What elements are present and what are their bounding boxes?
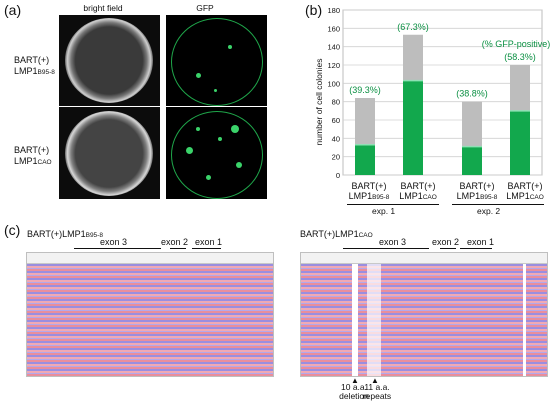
right-exon3-label: exon 3 <box>379 237 407 247</box>
category-line1: BART(+) <box>507 181 543 191</box>
percent-label: (38.8%) <box>456 89 488 99</box>
category-main: LMP1 <box>399 191 423 201</box>
row-label-main: LMP1 <box>14 66 38 76</box>
left-track-title: BART(+)LMP1B95-8 <box>27 229 103 239</box>
group-label-exp2: exp. 2 <box>477 206 501 216</box>
bright-field-heading: bright field <box>83 3 123 13</box>
plot-area <box>342 9 543 176</box>
exp1-bracket <box>347 204 439 205</box>
category-label-1: BART(+) LMP1B95-8 <box>344 181 394 203</box>
y-tick-label: 160 <box>327 24 340 33</box>
brightfield-image-cao <box>59 107 160 199</box>
title-main: BART(+)LMP1 <box>300 229 359 239</box>
title-main: BART(+)LMP1 <box>27 229 86 239</box>
deletion-arrow: ▲ <box>351 376 359 385</box>
percent-label: (67.3%) <box>397 22 429 32</box>
row-label-line1: BART(+) <box>14 55 50 65</box>
bar-gfp-positive <box>462 146 482 175</box>
panel-b-label: (b) <box>305 2 323 18</box>
title-sub: CAO <box>358 232 373 239</box>
left-read-pileup <box>27 264 273 376</box>
right-track-title: BART(+)LMP1CAO <box>300 229 373 239</box>
y-tick-label: 0 <box>336 171 340 180</box>
left-exon2-label: exon 2 <box>161 237 189 247</box>
legend-percent-gfp: (% GFP-positive) <box>482 39 550 49</box>
category-line1: BART(+) <box>459 181 495 191</box>
left-exon3-line <box>74 248 161 249</box>
colony-bar-chart: 0 20 40 60 80 100 120 140 160 180 (39.3%) (67.3%) (3… <box>314 6 550 180</box>
y-tick-label: 80 <box>332 98 340 107</box>
row-label-line1: BART(+) <box>14 145 50 155</box>
repeats-annotation: 11 a.a. repeats <box>360 383 394 401</box>
right-exon1-label: exon 1 <box>467 237 495 247</box>
repeats-arrow: ▲ <box>371 376 379 385</box>
annotation-line1: 10 a.a. <box>341 382 367 392</box>
y-tick-label: 100 <box>327 79 340 88</box>
category-sub: B95-8 <box>372 194 390 201</box>
annotation-line1: 11 a.a. <box>364 382 390 392</box>
percent-label: (39.3%) <box>349 85 381 95</box>
panel-a-label: (a) <box>4 2 22 18</box>
row-label-b95-8: BART(+) LMP1B95-8 <box>14 55 55 78</box>
left-exon1-line <box>192 248 221 249</box>
bar-gfp-positive <box>510 110 530 175</box>
category-label-4: BART(+) LMP1CAO <box>500 181 550 203</box>
left-track-ruler <box>27 253 273 264</box>
gfp-image-cao <box>166 107 267 199</box>
category-main: LMP1 <box>348 191 373 201</box>
row-label-main: LMP1 <box>14 156 38 166</box>
category-sub: CAO <box>422 194 437 201</box>
left-alignment-track <box>26 252 274 377</box>
title-sub: B95-8 <box>85 232 103 239</box>
deletion-gap <box>352 264 358 376</box>
category-label-3: BART(+) LMP1B95-8 <box>452 181 502 203</box>
y-tick-label: 60 <box>332 116 340 125</box>
right-exon2-line <box>440 248 456 249</box>
y-tick-label: 120 <box>327 61 340 70</box>
exp2-bracket <box>452 204 544 205</box>
category-label-2: BART(+) LMP1CAO <box>393 181 443 203</box>
right-read-pileup <box>301 264 547 376</box>
y-tick-label: 40 <box>332 134 340 143</box>
category-line1: BART(+) <box>351 181 387 191</box>
gfp-heading: GFP <box>196 3 214 13</box>
y-tick-label: 140 <box>327 43 340 52</box>
category-sub: B95-8 <box>480 194 498 201</box>
right-exon3-line <box>343 248 429 249</box>
bar-gfp-positive <box>403 80 423 175</box>
gfp-image-b95-8 <box>166 15 267 106</box>
percent-label: (58.3%) <box>504 52 536 62</box>
deletion-annotation: 10 a.a. deletion <box>334 383 374 401</box>
y-axis-label: number of cell colonies <box>314 59 324 146</box>
y-tick-label: 20 <box>332 153 340 162</box>
panel-c-label: (c) <box>4 222 21 238</box>
category-main: LMP1 <box>506 191 530 201</box>
category-sub: CAO <box>529 194 544 201</box>
row-label-sub: B95-8 <box>37 69 55 76</box>
annotation-line2: deletion <box>339 391 369 401</box>
gap-marker <box>523 264 526 376</box>
y-tick-label: 180 <box>327 6 340 15</box>
left-exon1-label: exon 1 <box>195 237 223 247</box>
left-exon2-line <box>170 248 186 249</box>
repeat-region <box>367 264 381 376</box>
right-exon1-line <box>460 248 492 249</box>
row-label-sub: CAO <box>37 159 52 166</box>
right-track-ruler <box>301 253 547 264</box>
left-exon3-label: exon 3 <box>100 237 128 247</box>
right-exon2-label: exon 2 <box>432 237 460 247</box>
category-line1: BART(+) <box>400 181 436 191</box>
category-main: LMP1 <box>456 191 481 201</box>
brightfield-image-b95-8 <box>59 15 160 106</box>
annotation-line2: repeats <box>362 391 392 401</box>
bar-gfp-positive <box>355 144 375 175</box>
group-label-exp1: exp. 1 <box>372 206 396 216</box>
right-alignment-track <box>300 252 548 377</box>
row-label-cao: BART(+) LMP1CAO <box>14 145 52 168</box>
